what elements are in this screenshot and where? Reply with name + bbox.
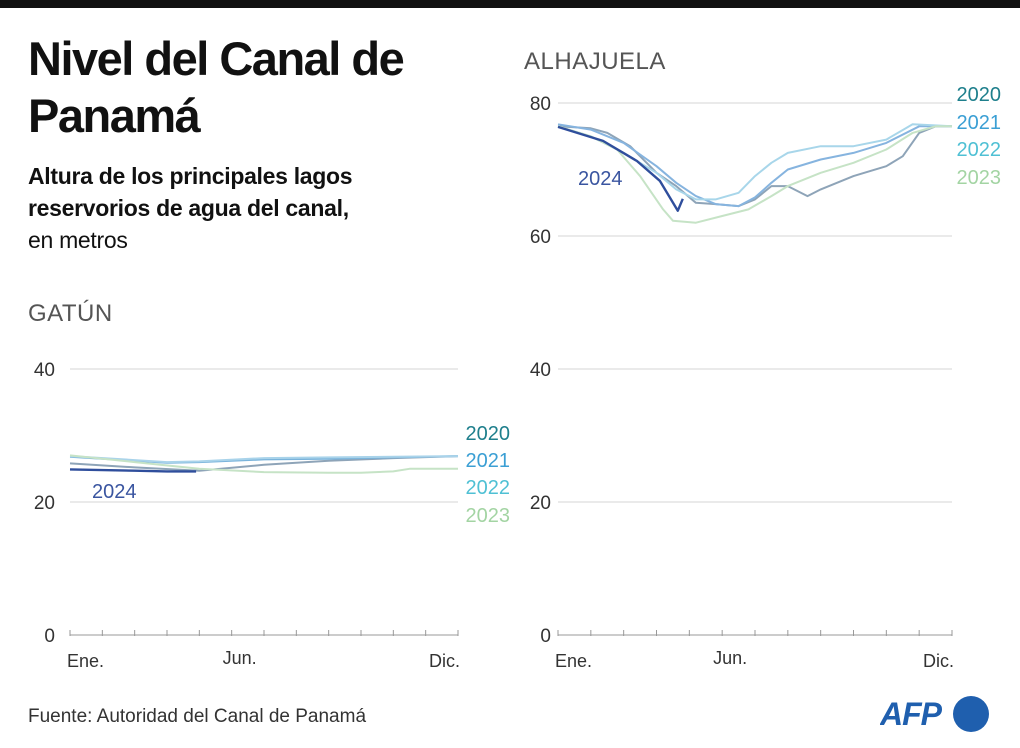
series-label-2021: 2021 — [957, 112, 1002, 134]
series-label-2021: 2021 — [466, 450, 511, 472]
subtitle: Altura de los principales lagos reservor… — [28, 160, 468, 256]
series-label-2022: 2022 — [957, 139, 1002, 161]
series-line-2023 — [557, 125, 952, 224]
subtitle-rest: en metros — [28, 227, 128, 253]
x-tick-label: Dic. — [923, 651, 954, 671]
source-note: Fuente: Autoridad del Canal de Panamá — [28, 706, 367, 727]
svg-text:AFP: AFP — [880, 696, 943, 732]
x-tick-label: Dic. — [429, 651, 460, 671]
x-tick-label: Ene. — [67, 651, 104, 671]
series-line-2024 — [69, 468, 197, 473]
y-tick-label: 80 — [530, 94, 551, 115]
y-tick-label: 20 — [34, 493, 55, 514]
y-tick-label: 20 — [530, 493, 551, 514]
series-label-2024: 2024 — [578, 168, 623, 190]
series-line-2020 — [557, 125, 952, 208]
series-line-2022 — [69, 455, 459, 464]
series-line-2024 — [557, 125, 684, 212]
y-tick-label: 40 — [530, 360, 551, 381]
alhajuela-title: ALHAJUELA — [524, 48, 666, 75]
series-label-2023: 2023 — [466, 505, 511, 527]
chart-alhajuela: 0 20 40 60 80 Ene. Jun. Dic. 2020 2021 2022 2023 202… — [530, 84, 1001, 671]
y-tick-label: 0 — [540, 626, 551, 647]
top-bar — [0, 0, 1020, 8]
y-tick-label: 60 — [530, 227, 551, 248]
afp-logo: AFP — [879, 694, 992, 739]
series-label-2022: 2022 — [466, 477, 511, 499]
y-tick-label: 0 — [44, 626, 55, 647]
series-line-2021 — [557, 123, 952, 208]
x-tick-label: Jun. — [223, 648, 257, 668]
chart-gatún: 0 20 40 Ene. Jun. Dic. 2020 2021 2022 2023 2024 — [34, 360, 510, 671]
series-label-2020: 2020 — [957, 84, 1002, 106]
subtitle-bold: Altura de los principales lagos reservor… — [28, 163, 353, 221]
x-tick-label: Jun. — [713, 648, 747, 668]
series-line-2023 — [69, 454, 458, 474]
series-label-2024: 2024 — [92, 481, 137, 503]
x-tick-label: Ene. — [555, 651, 592, 671]
y-tick-label: 40 — [34, 360, 55, 381]
page-title: Nivel del Canal de Panamá — [28, 32, 405, 142]
gatun-title: GATÚN — [28, 300, 113, 327]
series-label-2023: 2023 — [957, 167, 1002, 189]
series-label-2020: 2020 — [466, 423, 511, 445]
